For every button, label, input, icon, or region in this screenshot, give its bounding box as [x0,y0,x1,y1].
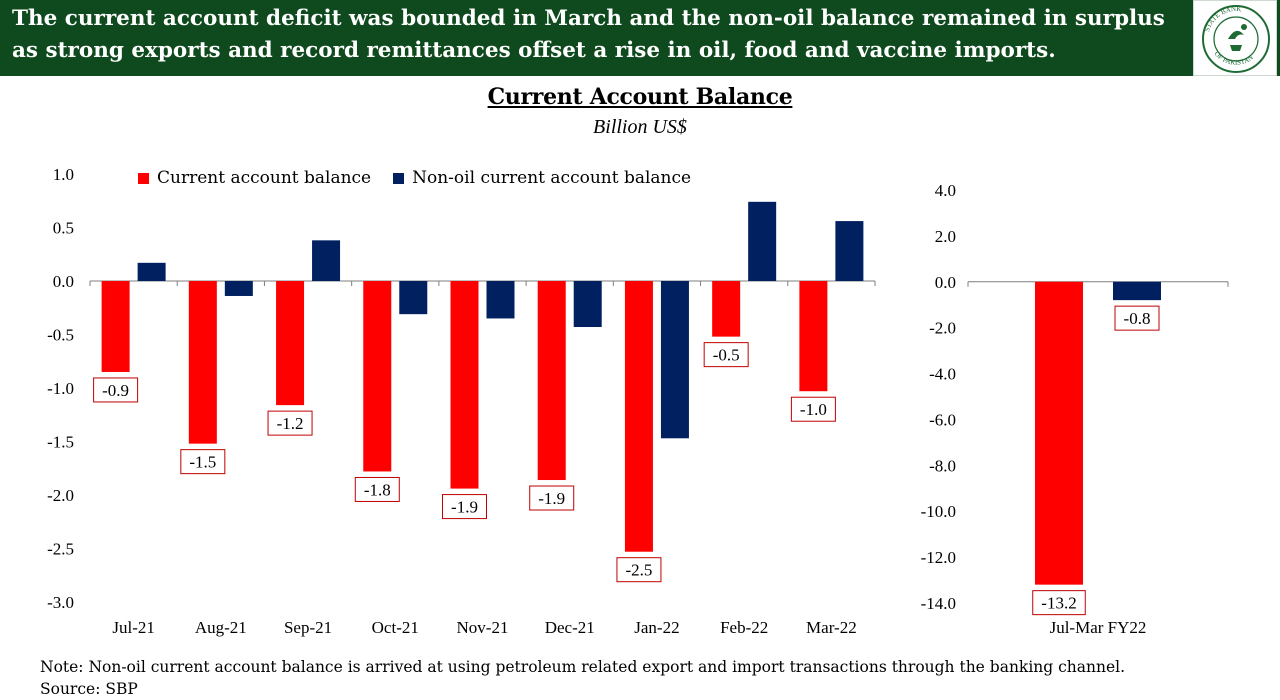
data-label: -13.2 [1041,594,1076,613]
y-tick-label: -2.0 [47,486,74,505]
footnote-text: Note: Non-oil current account balance is… [40,658,1126,676]
bar-current-account [276,281,305,406]
data-label: -1.9 [451,498,478,517]
y-tick-label: 0.0 [935,273,956,292]
x-category-label: Jul-Mar FY22 [1050,618,1147,637]
data-label: -1.9 [538,489,565,508]
legend-item-current: Current account balance [138,168,371,188]
bar-non-oil [660,281,689,439]
data-label: -0.8 [1124,309,1151,328]
data-label: -2.5 [625,561,652,580]
bar-current-account [799,281,828,392]
bar-current-account [363,281,392,472]
y-tick-label: -3.0 [47,593,74,612]
data-label: -0.5 [713,346,740,365]
bar-non-oil [486,281,515,319]
data-label-box [1114,305,1160,331]
chart-title: Current Account Balance [487,84,793,110]
data-label-box [790,396,836,422]
legend-swatch-nonoil [393,172,405,184]
chart-subtitle: Billion US$ [593,116,687,138]
data-label: -0.9 [102,381,129,400]
x-category-label: Oct-21 [372,618,419,637]
data-label-box [529,485,575,511]
headline-banner: The current account deficit was bounded … [0,0,1280,76]
data-label-box [703,342,749,368]
bar-current-account [624,281,653,552]
y-tick-label: 0.0 [53,272,74,291]
legend-item-nonoil: Non-oil current account balance [393,168,691,188]
data-label-box [93,377,139,403]
y-tick-label: 4.0 [935,181,956,200]
legend-label-current: Current account balance [157,168,372,188]
data-label-box [267,410,313,436]
bar-current-account [188,281,217,444]
sbp-seal-icon: STATE BANK OF PAKISTAN [1202,5,1270,73]
bar-current-account [450,281,479,489]
bar-current-account [537,281,566,481]
y-tick-label: -1.0 [47,379,74,398]
bar-current-account [712,281,741,337]
y-tick-label: -14.0 [921,594,956,613]
data-label-box [354,476,400,502]
y-tick-label: -2.0 [929,319,956,338]
bar-non-oil [224,281,253,296]
x-category-label: Sep-21 [284,618,332,637]
footer-note: Note: Non-oil current account balance is… [40,656,1125,700]
x-category-label: Nov-21 [457,618,509,637]
data-label: -1.5 [189,453,216,472]
bar-non-oil [573,281,602,328]
y-tick-label: -1.5 [47,433,74,452]
data-label-box [442,494,487,520]
legend-swatch-current [138,172,149,184]
x-category-label: Dec-21 [545,618,595,637]
bar-current-account [101,281,130,372]
y-tick-label: 2.0 [935,227,956,246]
y-tick-label: -2.5 [47,540,74,559]
bar-non-oil [137,262,166,281]
x-category-label: Jul-21 [112,618,155,637]
data-label-box [616,557,662,583]
data-label-box [1032,590,1086,616]
legend: Current account balance Non-oil current … [138,166,713,190]
y-tick-label: -8.0 [929,456,956,475]
data-label: -1.0 [800,400,827,419]
sbp-logo: STATE BANK OF PAKISTAN [1193,0,1277,76]
bar-non-oil [312,240,341,281]
source-text: Source: SBP [40,680,138,698]
x-category-label: Jan-22 [634,618,679,637]
y-tick-label: -12.0 [921,548,956,567]
y-tick-label: -6.0 [929,410,956,429]
y-tick-label: 0.5 [53,219,74,238]
data-label-box [180,449,226,475]
headline-text: The current account deficit was bounded … [12,6,1165,63]
bar-non-oil [748,201,777,281]
y-tick-label: -10.0 [921,502,956,521]
y-tick-label: -4.0 [929,365,956,384]
bar-non-oil [1113,281,1161,301]
y-tick-label: -0.5 [47,326,74,345]
bar-non-oil [835,221,864,281]
bar-non-oil [399,281,428,315]
x-category-label: Feb-22 [720,618,768,637]
data-label: -1.2 [277,414,304,433]
x-category-label: Mar-22 [806,618,857,637]
y-tick-label: 1.0 [53,165,74,184]
bar-current-account [1035,281,1083,585]
x-category-label: Aug-21 [195,618,247,637]
legend-label-nonoil: Non-oil current account balance [412,168,692,188]
data-label: -1.8 [364,480,391,499]
